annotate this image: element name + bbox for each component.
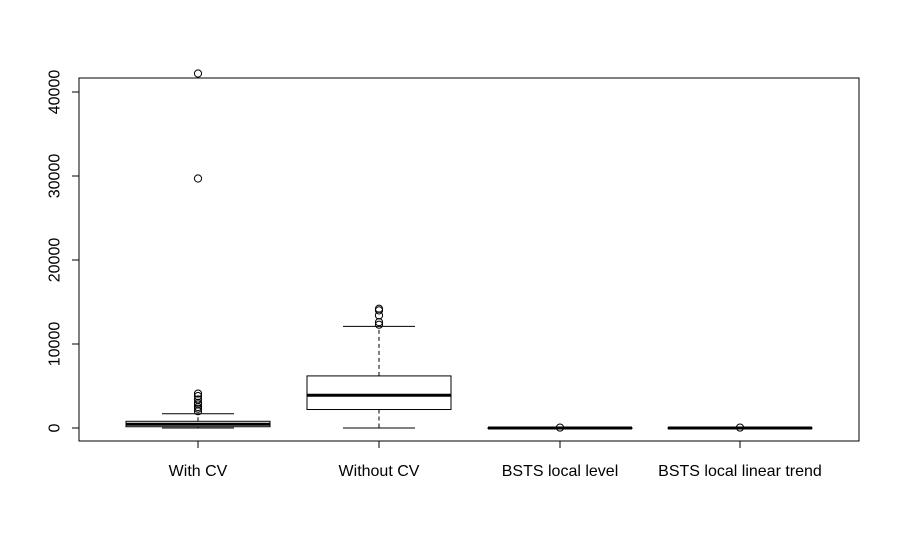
outlier-point xyxy=(735,423,745,432)
outlier-point xyxy=(193,174,203,183)
box-2 xyxy=(306,304,452,429)
outlier-point xyxy=(555,423,565,432)
box-4 xyxy=(667,423,813,432)
y-tick-label: 0 xyxy=(47,423,64,432)
box-1 xyxy=(125,69,271,429)
outlier-point xyxy=(374,304,384,313)
y-tick-label: 30000 xyxy=(47,154,64,199)
y-tick-label: 40000 xyxy=(47,70,64,115)
x-tick-label: With CV xyxy=(169,463,228,480)
plot-frame xyxy=(78,77,860,442)
y-axis: 0 10000 20000 30000 40000 xyxy=(47,70,80,432)
x-tick-label: BSTS local linear trend xyxy=(658,463,822,480)
y-tick-label: 10000 xyxy=(47,322,64,367)
outlier-point xyxy=(193,395,203,404)
outlier-point xyxy=(193,69,203,78)
box-3 xyxy=(487,423,633,432)
outlier-point xyxy=(193,389,203,398)
outlier-point xyxy=(374,320,384,329)
y-tick-label: 20000 xyxy=(47,238,64,283)
outlier-point xyxy=(193,391,203,401)
x-tick-label: BSTS local level xyxy=(502,463,619,480)
x-tick-label: Without CV xyxy=(339,463,420,480)
iqr-box xyxy=(306,375,452,411)
x-axis: With CV Without CV BSTS local level BSTS lo… xyxy=(169,440,822,480)
outlier-point xyxy=(374,306,384,315)
box-group xyxy=(125,69,813,432)
